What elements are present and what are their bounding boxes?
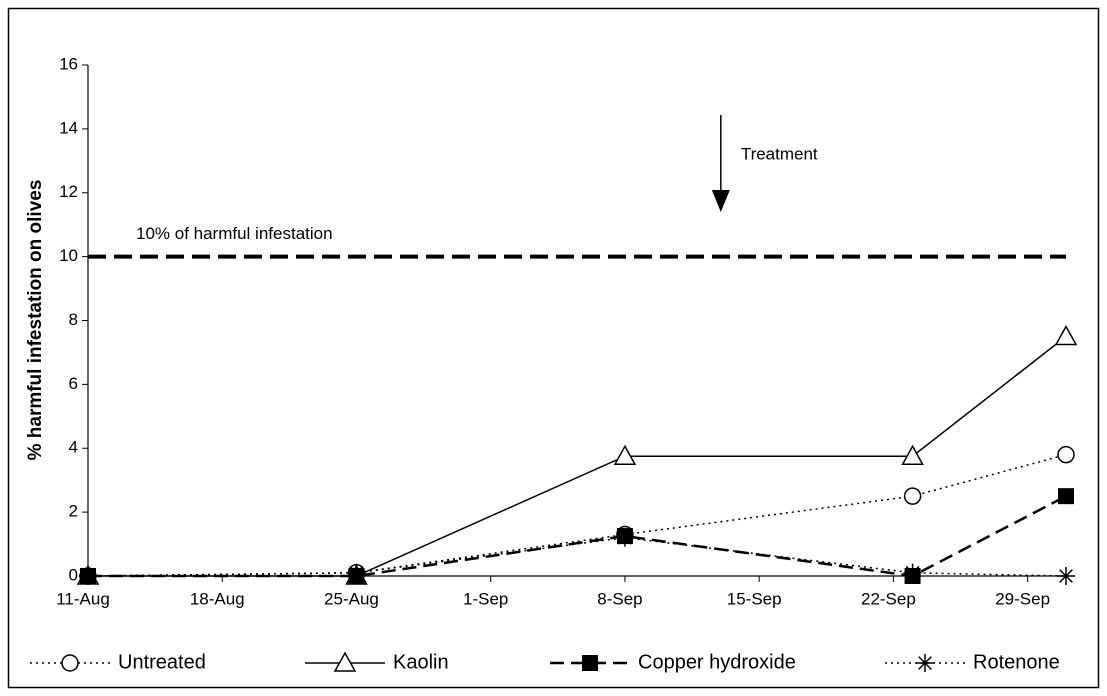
series-marker <box>901 444 924 465</box>
series-line <box>87 453 1067 577</box>
series-marker <box>1058 488 1074 505</box>
x-tick-label: 11-Aug <box>56 589 110 608</box>
legend-marker <box>333 651 357 672</box>
series-marker <box>1057 567 1075 585</box>
y-tick-label: 8 <box>69 310 78 329</box>
y-tick-label: 10 <box>59 246 78 265</box>
legend-marker <box>916 654 934 672</box>
legend-marker <box>61 654 79 672</box>
legend-label: Rotenone <box>973 651 1060 673</box>
x-tick-label: 25-Aug <box>324 589 379 608</box>
chart-frame <box>7 7 1100 689</box>
series-marker <box>615 528 634 547</box>
series-marker <box>347 563 366 582</box>
y-axis-title: % harmful infestation on olives <box>25 180 46 461</box>
y-tick-label: 6 <box>69 374 78 393</box>
x-tick-label: 15-Sep <box>727 589 782 608</box>
x-tick-label: 8-Sep <box>597 589 642 608</box>
legend-label: Untreated <box>118 651 206 673</box>
threshold-label: 10% of harmful infestation <box>136 224 333 243</box>
y-tick-label: 4 <box>69 438 78 457</box>
annotation-arrowhead <box>711 190 730 212</box>
legend-marker <box>582 655 598 671</box>
series-marker <box>79 567 97 585</box>
series-marker <box>613 444 637 465</box>
legend-label: Copper hydroxide <box>638 651 796 673</box>
y-tick-label: 12 <box>59 182 78 201</box>
series-line <box>88 495 1067 578</box>
series-marker <box>1057 445 1075 464</box>
series-marker <box>903 563 922 582</box>
y-tick-label: 16 <box>59 54 78 73</box>
legend-label: Kaolin <box>393 651 449 673</box>
x-tick-label: 18-Aug <box>190 589 245 608</box>
y-tick-label: 14 <box>59 118 78 137</box>
y-tick-label: 2 <box>69 502 78 521</box>
x-tick-label: 1-Sep <box>463 589 508 608</box>
x-tick-label: 22-Sep <box>861 589 916 608</box>
series-marker <box>903 487 922 505</box>
y-tick-label: 0 <box>69 565 78 584</box>
series-line <box>88 335 1067 577</box>
annotation-text: Treatment <box>741 144 818 163</box>
series-marker <box>1054 324 1078 346</box>
x-tick-label: 29-Sep <box>995 589 1050 608</box>
